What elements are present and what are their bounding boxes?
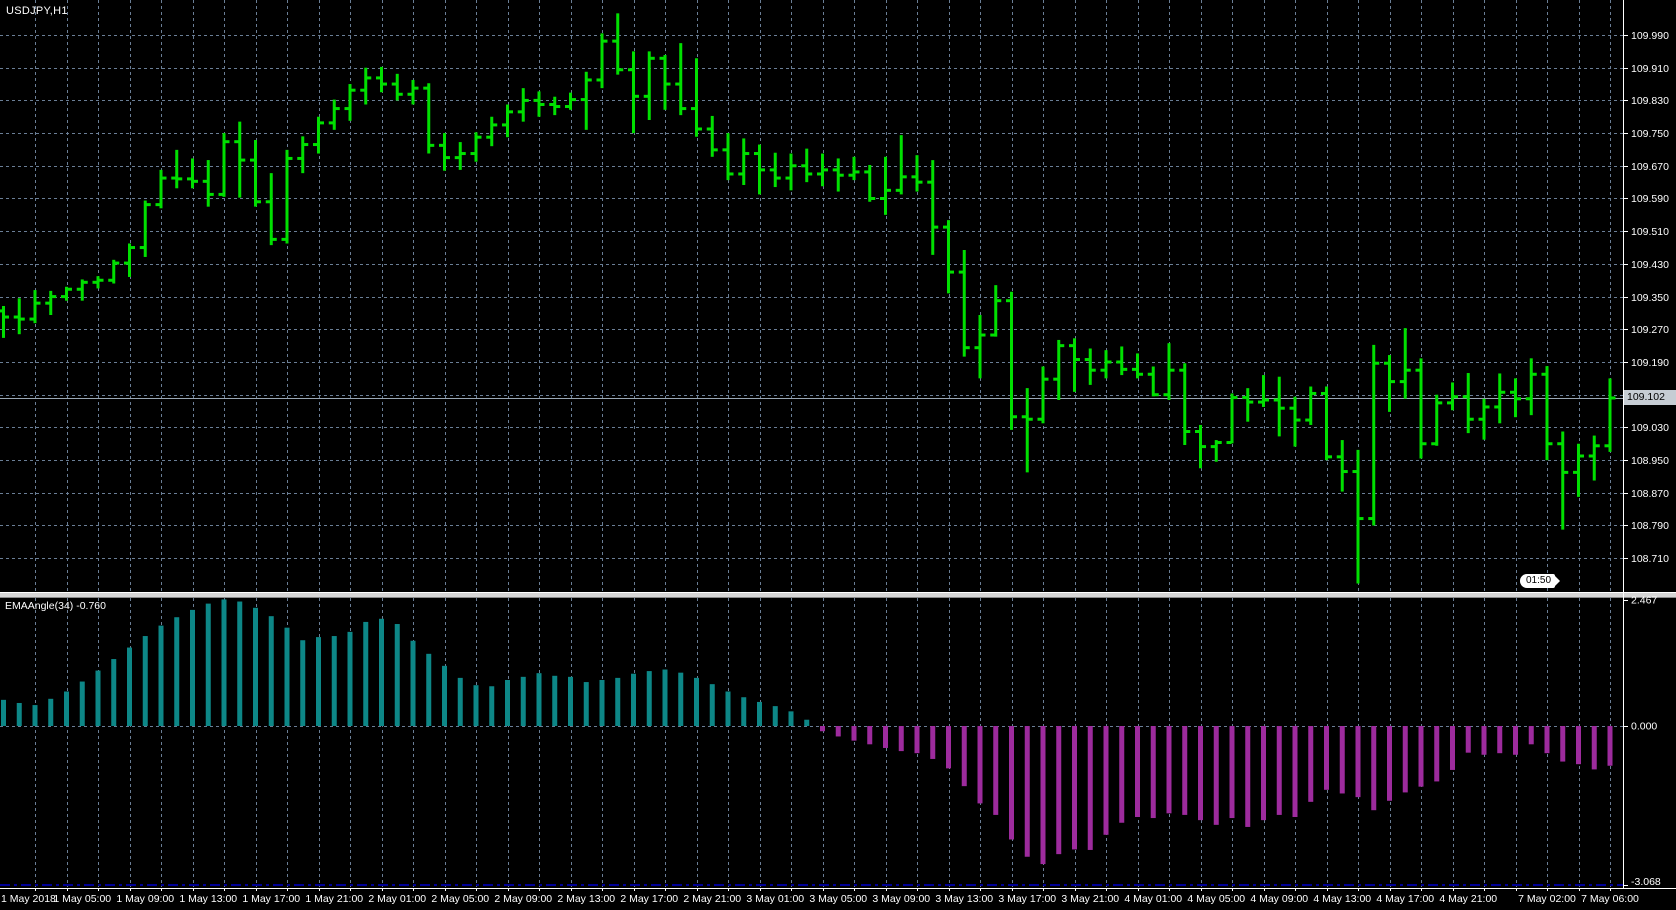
svg-text:2 May 05:00: 2 May 05:00 [431, 893, 489, 905]
svg-text:0.000: 0.000 [1631, 721, 1657, 733]
svg-text:-3.068: -3.068 [1631, 876, 1661, 888]
svg-text:1 May 17:00: 1 May 17:00 [242, 893, 300, 905]
ohlc-bars [0, 13, 1616, 584]
panel-divider[interactable] [0, 592, 1676, 598]
svg-text:109.190: 109.190 [1631, 357, 1669, 369]
svg-text:3 May 13:00: 3 May 13:00 [935, 893, 993, 905]
svg-text:1 May 13:00: 1 May 13:00 [179, 893, 237, 905]
grid-lines [0, 0, 1623, 887]
svg-text:2 May 09:00: 2 May 09:00 [494, 893, 552, 905]
indicator-axis[interactable]: 2.467 0.000 -3.068 [1623, 595, 1661, 889]
svg-text:108.790: 108.790 [1631, 520, 1669, 532]
svg-text:7 May 02:00: 7 May 02:00 [1518, 893, 1576, 905]
svg-text:3 May 17:00: 3 May 17:00 [998, 893, 1056, 905]
svg-text:2.467: 2.467 [1631, 595, 1657, 607]
svg-text:109.270: 109.270 [1631, 324, 1669, 336]
svg-text:2 May 17:00: 2 May 17:00 [620, 893, 678, 905]
svg-text:108.950: 108.950 [1631, 455, 1669, 467]
svg-text:108.710: 108.710 [1631, 553, 1669, 565]
current-price-tag: 109.102 [1624, 390, 1676, 405]
emaangle-histogram [1, 599, 1613, 865]
svg-text:109.830: 109.830 [1631, 95, 1669, 107]
svg-text:109.350: 109.350 [1631, 292, 1669, 304]
svg-text:4 May 01:00: 4 May 01:00 [1124, 893, 1182, 905]
bar-countdown-tag: 01:50 [1520, 574, 1561, 588]
svg-text:109.590: 109.590 [1631, 193, 1669, 205]
svg-text:7 May 06:00: 7 May 06:00 [1581, 893, 1639, 905]
svg-text:3 May 05:00: 3 May 05:00 [809, 893, 867, 905]
svg-text:2 May 13:00: 2 May 13:00 [557, 893, 615, 905]
svg-text:4 May 05:00: 4 May 05:00 [1187, 893, 1245, 905]
svg-text:1 May 21:00: 1 May 21:00 [305, 893, 363, 905]
symbol-period-label: USDJPY,H1 [6, 5, 68, 17]
svg-text:2 May 01:00: 2 May 01:00 [368, 893, 426, 905]
svg-text:3 May 01:00: 3 May 01:00 [746, 893, 804, 905]
svg-text:4 May 13:00: 4 May 13:00 [1313, 893, 1371, 905]
svg-text:3 May 09:00: 3 May 09:00 [872, 893, 930, 905]
svg-text:109.510: 109.510 [1631, 226, 1669, 238]
svg-text:109.750: 109.750 [1631, 128, 1669, 140]
svg-text:109.030: 109.030 [1631, 422, 1669, 434]
indicator-name-label: EMAAngle(34) -0.760 [5, 600, 106, 612]
svg-text:109.990: 109.990 [1631, 30, 1669, 42]
svg-text:3 May 21:00: 3 May 21:00 [1061, 893, 1119, 905]
svg-text:108.870: 108.870 [1631, 488, 1669, 500]
svg-text:1 May 05:00: 1 May 05:00 [53, 893, 111, 905]
svg-text:4 May 17:00: 4 May 17:00 [1376, 893, 1434, 905]
svg-text:109.430: 109.430 [1631, 259, 1669, 271]
svg-text:109.670: 109.670 [1631, 161, 1669, 173]
svg-text:2 May 21:00: 2 May 21:00 [683, 893, 741, 905]
svg-text:1 May 09:00: 1 May 09:00 [116, 893, 174, 905]
svg-text:109.910: 109.910 [1631, 63, 1669, 75]
svg-text:4 May 09:00: 4 May 09:00 [1250, 893, 1308, 905]
svg-text:4 May 21:00: 4 May 21:00 [1439, 893, 1497, 905]
svg-text:1 May 2018: 1 May 2018 [1, 893, 56, 905]
